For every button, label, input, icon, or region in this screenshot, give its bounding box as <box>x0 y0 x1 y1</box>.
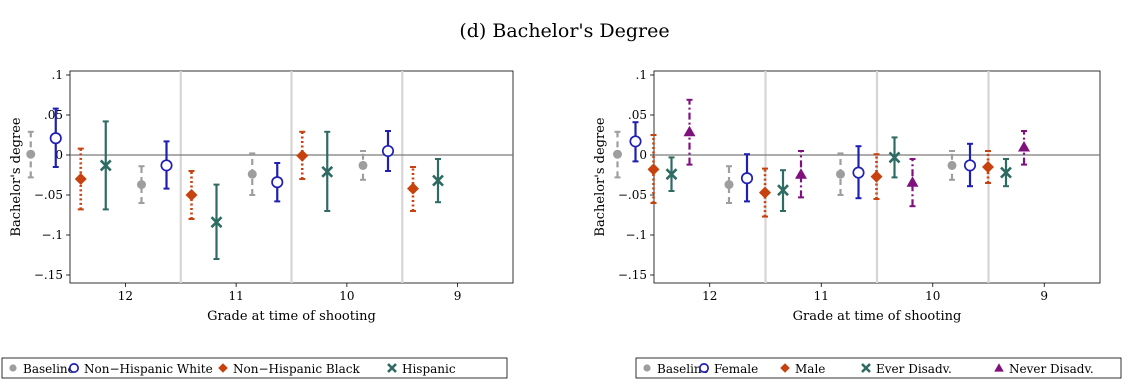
point-2-1-1 <box>740 172 754 185</box>
point-1-3-0 <box>99 159 112 172</box>
x-tick-label-1-1: 11 <box>228 289 243 303</box>
point-2-3-0 <box>665 168 678 181</box>
point-2-3-3 <box>1000 166 1012 179</box>
legend-label-1-2: Non−Hispanic Black <box>233 362 360 376</box>
point-1-0-2 <box>247 169 257 179</box>
point-2-1-2 <box>852 166 865 179</box>
y-tick-label-2-5: −.15 <box>618 268 647 282</box>
point-2-2-1 <box>759 186 771 199</box>
point-2-1-0 <box>629 135 642 148</box>
x-tick-label-2-1: 11 <box>814 289 829 303</box>
y-tick-label-1-1: .05 <box>44 108 63 122</box>
point-2-3-2 <box>888 151 901 164</box>
legend-label-2-3: Ever Disadv. <box>876 362 952 376</box>
x-tick-label-2-2: 10 <box>925 289 940 303</box>
legend-marker-2-0 <box>643 364 651 372</box>
point-2-0-3 <box>947 160 957 170</box>
x-tick-label-1-0: 12 <box>118 289 133 303</box>
x-tick-label-1-2: 10 <box>339 289 354 303</box>
legend-label-2-4: Never Disadv. <box>1009 362 1094 376</box>
y-tick-label-1-4: −.1 <box>41 228 63 242</box>
point-1-3-3 <box>432 174 444 187</box>
point-1-0-0 <box>26 149 36 159</box>
x-axis-label-2: Grade at time of shooting <box>793 309 962 324</box>
point-2-4-1 <box>795 168 807 179</box>
point-1-3-1 <box>210 216 223 229</box>
point-2-2-3 <box>982 161 994 173</box>
x-tick-label-2-3: 9 <box>1040 289 1048 303</box>
point-1-3-2 <box>321 165 334 178</box>
point-2-1-3 <box>963 159 977 172</box>
point-2-4-3 <box>1018 141 1030 152</box>
y-tick-label-1-5: −.15 <box>34 268 63 282</box>
legend-box-1 <box>1 357 508 379</box>
y-tick-label-1-3: −.05 <box>34 188 63 202</box>
point-2-0-0 <box>613 149 622 159</box>
legend-marker-2-1 <box>698 362 710 374</box>
point-2-4-0 <box>683 125 696 137</box>
point-1-0-3 <box>358 160 368 170</box>
point-1-2-2 <box>296 149 309 162</box>
x-tick-label-1-3: 9 <box>454 289 462 303</box>
point-2-0-2 <box>836 169 845 179</box>
legend-box-2 <box>635 357 1122 379</box>
point-1-1-2 <box>271 176 284 189</box>
figure-title: (d) Bachelor's Degree <box>459 20 670 42</box>
legend-label-1-3: Hispanic <box>402 362 456 376</box>
y-tick-label-2-1: .05 <box>628 108 647 122</box>
legend-marker-2-4 <box>994 363 1004 372</box>
y-tick-label-2-0: .1 <box>636 68 647 82</box>
point-2-3-1 <box>777 184 789 197</box>
legend-marker-1-0 <box>9 364 17 372</box>
legend-marker-1-3 <box>387 363 397 373</box>
legend-marker-1-1 <box>68 362 80 374</box>
y-tick-label-2-2: 0 <box>639 148 647 162</box>
legend-label-1-1: Non−Hispanic White <box>84 362 213 376</box>
y-axis-label-2: Bachelor's degree <box>593 117 608 236</box>
point-1-1-0 <box>49 132 62 145</box>
point-2-2-0 <box>647 163 660 176</box>
y-axis-label-1: Bachelor's degree <box>9 117 24 236</box>
y-tick-label-2-3: −.05 <box>618 188 647 202</box>
point-1-2-0 <box>74 173 87 185</box>
legend-label-2-0: Baseline <box>657 362 709 376</box>
point-2-2-2 <box>870 170 883 183</box>
y-tick-label-2-4: −.1 <box>625 228 647 242</box>
point-1-1-3 <box>381 144 395 158</box>
x-tick-label-2-0: 12 <box>702 289 717 303</box>
point-2-0-1 <box>724 180 734 190</box>
legend-marker-2-2 <box>780 363 790 373</box>
legend-marker-1-2 <box>218 363 228 373</box>
legend-label-1-0: Baseline <box>23 362 75 376</box>
point-1-2-3 <box>407 182 419 195</box>
legend-marker-2-3 <box>861 363 871 373</box>
point-1-2-1 <box>185 189 198 201</box>
point-1-0-1 <box>137 180 146 190</box>
legend-label-2-2: Male <box>795 362 825 376</box>
point-1-1-1 <box>160 159 173 172</box>
legend-label-2-1: Female <box>714 362 758 376</box>
x-axis-label-1: Grade at time of shooting <box>207 309 376 324</box>
y-tick-label-1-0: .1 <box>52 68 63 82</box>
point-2-4-2 <box>906 176 919 187</box>
y-tick-label-1-2: 0 <box>55 148 63 162</box>
